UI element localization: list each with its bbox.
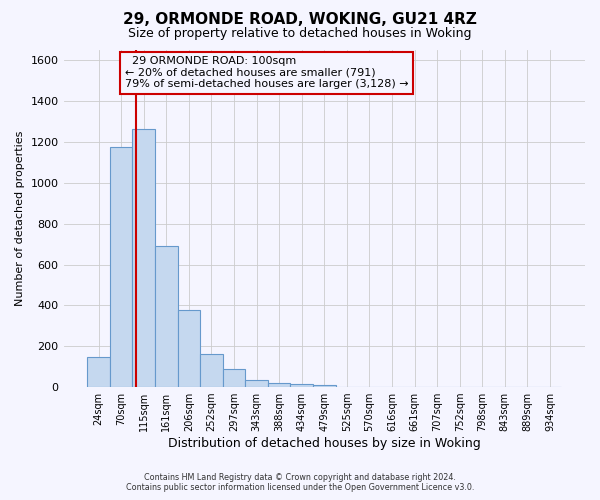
Bar [200,354,223,387]
Bar [290,384,313,387]
Bar [155,246,178,387]
Text: 29 ORMONDE ROAD: 100sqm
← 20% of detached houses are smaller (791)
79% of semi-d: 29 ORMONDE ROAD: 100sqm ← 20% of detache… [125,56,409,90]
X-axis label: Distribution of detached houses by size in Woking: Distribution of detached houses by size … [168,437,481,450]
Bar [133,128,155,387]
Bar [245,380,268,387]
Bar [178,310,200,387]
Text: Contains HM Land Registry data © Crown copyright and database right 2024.
Contai: Contains HM Land Registry data © Crown c… [126,473,474,492]
Bar [268,382,290,387]
Bar [313,385,335,387]
Bar [110,147,133,387]
Bar [87,357,110,387]
Text: Size of property relative to detached houses in Woking: Size of property relative to detached ho… [128,28,472,40]
Bar [223,368,245,387]
Text: 29, ORMONDE ROAD, WOKING, GU21 4RZ: 29, ORMONDE ROAD, WOKING, GU21 4RZ [123,12,477,28]
Y-axis label: Number of detached properties: Number of detached properties [15,131,25,306]
